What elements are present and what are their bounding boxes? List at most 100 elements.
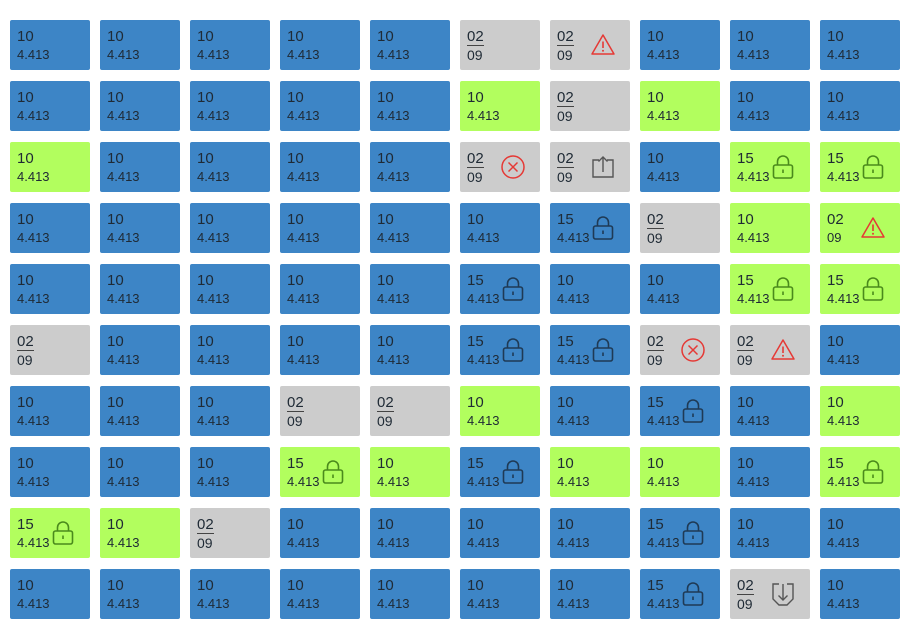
tile-r7-c2[interactable]: 10 4.413 bbox=[100, 386, 180, 436]
tile-r4-c6[interactable]: 10 4.413 bbox=[460, 203, 540, 253]
tile-r7-c9[interactable]: 10 4.413 bbox=[730, 386, 810, 436]
tile-r2-c7[interactable]: 02 09 bbox=[550, 81, 630, 131]
tile-r8-c3[interactable]: 10 4.413 bbox=[190, 447, 270, 497]
tile-r5-c7[interactable]: 10 4.413 bbox=[550, 264, 630, 314]
tile-r8-c5[interactable]: 10 4.413 bbox=[370, 447, 450, 497]
tile-r10-c10[interactable]: 10 4.413 bbox=[820, 569, 900, 619]
tile-r4-c3[interactable]: 10 4.413 bbox=[190, 203, 270, 253]
tile-r9-c10[interactable]: 10 4.413 bbox=[820, 508, 900, 558]
tile-r3-c5[interactable]: 10 4.413 bbox=[370, 142, 450, 192]
tile-r3-c2[interactable]: 10 4.413 bbox=[100, 142, 180, 192]
tile-r4-c8[interactable]: 02 09 bbox=[640, 203, 720, 253]
tile-r10-c8[interactable]: 15 4.413 bbox=[640, 569, 720, 619]
tile-r1-c9[interactable]: 10 4.413 bbox=[730, 20, 810, 70]
tile-r9-c9[interactable]: 10 4.413 bbox=[730, 508, 810, 558]
tile-r1-c3[interactable]: 10 4.413 bbox=[190, 20, 270, 70]
tile-r6-c3[interactable]: 10 4.413 bbox=[190, 325, 270, 375]
tile-r5-c3[interactable]: 10 4.413 bbox=[190, 264, 270, 314]
tile-r3-c9[interactable]: 15 4.413 bbox=[730, 142, 810, 192]
tile-r3-c10[interactable]: 15 4.413 bbox=[820, 142, 900, 192]
tile-r7-c3[interactable]: 10 4.413 bbox=[190, 386, 270, 436]
tile-r1-c7[interactable]: 02 09 bbox=[550, 20, 630, 70]
tile-r4-c5[interactable]: 10 4.413 bbox=[370, 203, 450, 253]
tile-r2-c5[interactable]: 10 4.413 bbox=[370, 81, 450, 131]
tile-r6-c8[interactable]: 02 09 bbox=[640, 325, 720, 375]
tile-r8-c8[interactable]: 10 4.413 bbox=[640, 447, 720, 497]
tile-r9-c5[interactable]: 10 4.413 bbox=[370, 508, 450, 558]
tile-r9-c1[interactable]: 15 4.413 bbox=[10, 508, 90, 558]
tile-r1-c4[interactable]: 10 4.413 bbox=[280, 20, 360, 70]
tile-r8-c6[interactable]: 15 4.413 bbox=[460, 447, 540, 497]
tile-r5-c4[interactable]: 10 4.413 bbox=[280, 264, 360, 314]
tile-r10-c4[interactable]: 10 4.413 bbox=[280, 569, 360, 619]
tile-r4-c9[interactable]: 10 4.413 bbox=[730, 203, 810, 253]
tile-r9-c6[interactable]: 10 4.413 bbox=[460, 508, 540, 558]
tile-r5-c6[interactable]: 15 4.413 bbox=[460, 264, 540, 314]
tile-r1-c6[interactable]: 02 09 bbox=[460, 20, 540, 70]
tile-r1-c10[interactable]: 10 4.413 bbox=[820, 20, 900, 70]
tile-r9-c3[interactable]: 02 09 bbox=[190, 508, 270, 558]
tile-r6-c6[interactable]: 15 4.413 bbox=[460, 325, 540, 375]
tile-r10-c2[interactable]: 10 4.413 bbox=[100, 569, 180, 619]
tile-r3-c4[interactable]: 10 4.413 bbox=[280, 142, 360, 192]
tile-r6-c7[interactable]: 15 4.413 bbox=[550, 325, 630, 375]
tile-r1-c5[interactable]: 10 4.413 bbox=[370, 20, 450, 70]
tile-r6-c2[interactable]: 10 4.413 bbox=[100, 325, 180, 375]
tile-r6-c9[interactable]: 02 09 bbox=[730, 325, 810, 375]
tile-r4-c10[interactable]: 02 09 bbox=[820, 203, 900, 253]
tile-r6-c1[interactable]: 02 09 bbox=[10, 325, 90, 375]
tile-r9-c2[interactable]: 10 4.413 bbox=[100, 508, 180, 558]
tile-r1-c2[interactable]: 10 4.413 bbox=[100, 20, 180, 70]
tile-r2-c3[interactable]: 10 4.413 bbox=[190, 81, 270, 131]
tile-r10-c3[interactable]: 10 4.413 bbox=[190, 569, 270, 619]
tile-r6-c5[interactable]: 10 4.413 bbox=[370, 325, 450, 375]
tile-r5-c8[interactable]: 10 4.413 bbox=[640, 264, 720, 314]
tile-r7-c8[interactable]: 15 4.413 bbox=[640, 386, 720, 436]
tile-r7-c5[interactable]: 02 09 bbox=[370, 386, 450, 436]
tile-r4-c2[interactable]: 10 4.413 bbox=[100, 203, 180, 253]
tile-r3-c7[interactable]: 02 09 bbox=[550, 142, 630, 192]
tile-r4-c7[interactable]: 15 4.413 bbox=[550, 203, 630, 253]
tile-r3-c3[interactable]: 10 4.413 bbox=[190, 142, 270, 192]
tile-r2-c10[interactable]: 10 4.413 bbox=[820, 81, 900, 131]
tile-r7-c6[interactable]: 10 4.413 bbox=[460, 386, 540, 436]
tile-r10-c1[interactable]: 10 4.413 bbox=[10, 569, 90, 619]
tile-r8-c2[interactable]: 10 4.413 bbox=[100, 447, 180, 497]
tile-r6-c4[interactable]: 10 4.413 bbox=[280, 325, 360, 375]
tile-r9-c8[interactable]: 15 4.413 bbox=[640, 508, 720, 558]
tile-r8-c4[interactable]: 15 4.413 bbox=[280, 447, 360, 497]
tile-r2-c1[interactable]: 10 4.413 bbox=[10, 81, 90, 131]
tile-r5-c10[interactable]: 15 4.413 bbox=[820, 264, 900, 314]
tile-r8-c7[interactable]: 10 4.413 bbox=[550, 447, 630, 497]
tile-r7-c1[interactable]: 10 4.413 bbox=[10, 386, 90, 436]
tile-r10-c7[interactable]: 10 4.413 bbox=[550, 569, 630, 619]
tile-r2-c4[interactable]: 10 4.413 bbox=[280, 81, 360, 131]
tile-r10-c9[interactable]: 02 09 bbox=[730, 569, 810, 619]
tile-r2-c2[interactable]: 10 4.413 bbox=[100, 81, 180, 131]
tile-r2-c8[interactable]: 10 4.413 bbox=[640, 81, 720, 131]
tile-r5-c5[interactable]: 10 4.413 bbox=[370, 264, 450, 314]
tile-r10-c5[interactable]: 10 4.413 bbox=[370, 569, 450, 619]
tile-r10-c6[interactable]: 10 4.413 bbox=[460, 569, 540, 619]
tile-r4-c1[interactable]: 10 4.413 bbox=[10, 203, 90, 253]
tile-r1-c8[interactable]: 10 4.413 bbox=[640, 20, 720, 70]
tile-r2-c6[interactable]: 10 4.413 bbox=[460, 81, 540, 131]
tile-r8-c1[interactable]: 10 4.413 bbox=[10, 447, 90, 497]
tile-r5-c9[interactable]: 15 4.413 bbox=[730, 264, 810, 314]
tile-r4-c4[interactable]: 10 4.413 bbox=[280, 203, 360, 253]
tile-r5-c2[interactable]: 10 4.413 bbox=[100, 264, 180, 314]
tile-r7-c7[interactable]: 10 4.413 bbox=[550, 386, 630, 436]
tile-r3-c6[interactable]: 02 09 bbox=[460, 142, 540, 192]
tile-r7-c4[interactable]: 02 09 bbox=[280, 386, 360, 436]
tile-r5-c1[interactable]: 10 4.413 bbox=[10, 264, 90, 314]
tile-r9-c4[interactable]: 10 4.413 bbox=[280, 508, 360, 558]
tile-r3-c8[interactable]: 10 4.413 bbox=[640, 142, 720, 192]
tile-r2-c9[interactable]: 10 4.413 bbox=[730, 81, 810, 131]
tile-r1-c1[interactable]: 10 4.413 bbox=[10, 20, 90, 70]
tile-r8-c10[interactable]: 15 4.413 bbox=[820, 447, 900, 497]
tile-r7-c10[interactable]: 10 4.413 bbox=[820, 386, 900, 436]
tile-r3-c1[interactable]: 10 4.413 bbox=[10, 142, 90, 192]
tile-r6-c10[interactable]: 10 4.413 bbox=[820, 325, 900, 375]
tile-r9-c7[interactable]: 10 4.413 bbox=[550, 508, 630, 558]
tile-r8-c9[interactable]: 10 4.413 bbox=[730, 447, 810, 497]
